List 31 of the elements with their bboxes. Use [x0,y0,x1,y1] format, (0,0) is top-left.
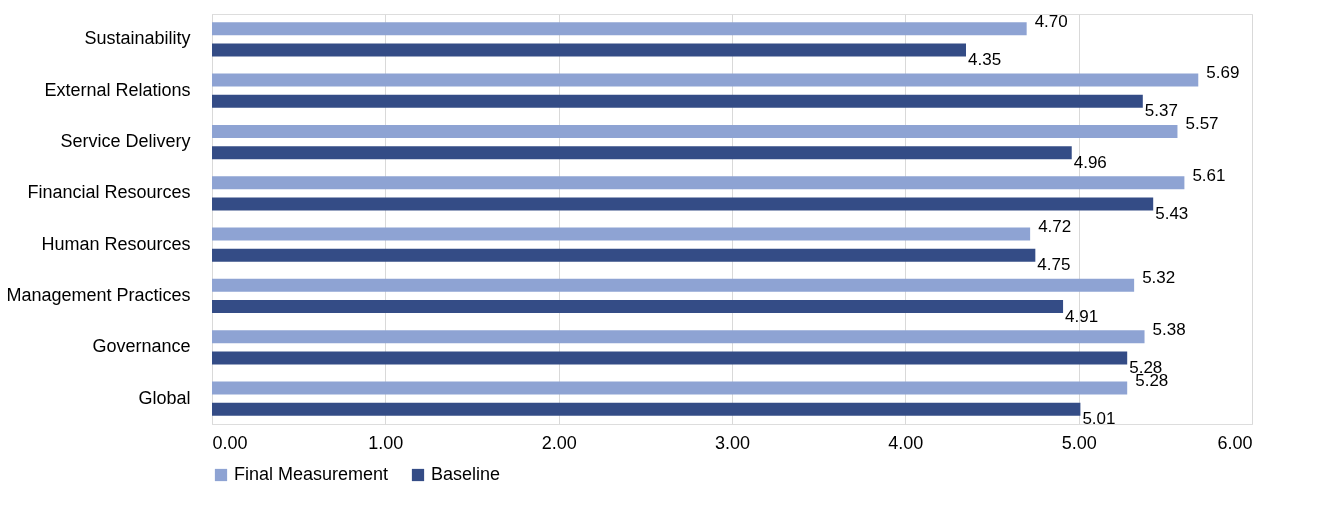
data-label: 4.70 [1034,11,1068,31]
data-label: 4.91 [1065,306,1099,326]
data-label: 5.38 [1152,319,1186,339]
legend-label: Baseline [431,464,501,484]
data-label: 4.75 [1037,255,1071,275]
data-label: 5.32 [1142,268,1176,288]
data-label: 5.69 [1206,63,1240,83]
x-tick-label: 2.00 [541,432,577,453]
y-tick-label: Governance [92,336,191,357]
data-label: 4.96 [1073,152,1107,172]
data-label: 5.01 [1082,409,1116,429]
y-tick-label: Financial Resources [27,182,191,203]
x-tick-label: 4.00 [888,432,924,453]
y-tick-label: Management Practices [6,284,191,305]
x-tick-label: 3.00 [714,432,751,453]
x-tick-label: 6.00 [1217,432,1253,453]
y-tick-label: Service Delivery [60,131,191,152]
y-tick-label: Sustainability [84,28,191,49]
data-label: 5.37 [1144,101,1178,121]
y-tick-label: Global [138,387,191,408]
data-label: 4.72 [1038,217,1072,237]
x-tick-label: 5.00 [1061,432,1097,453]
x-tick-label: 0.00 [212,432,248,453]
legend-label: Final Measurement [234,464,389,484]
y-tick-label: External Relations [44,79,191,100]
y-tick-label: Human Resources [41,233,191,254]
data-label: 5.61 [1192,165,1226,185]
data-label: 4.35 [968,50,1002,70]
data-label: 5.57 [1185,114,1219,134]
data-label: 5.43 [1155,203,1189,223]
x-tick-label: 1.00 [368,432,404,453]
